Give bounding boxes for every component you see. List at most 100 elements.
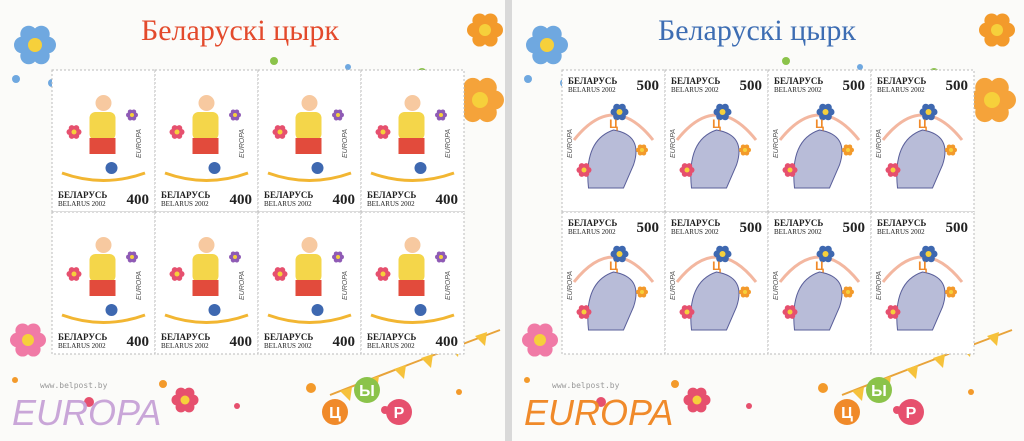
petal	[68, 267, 75, 274]
petal	[578, 305, 585, 312]
country-latin: BELARUS 2002	[774, 228, 822, 236]
petal	[922, 245, 930, 253]
flower-center	[616, 251, 623, 257]
petal	[131, 109, 137, 115]
petal	[183, 387, 195, 399]
unicycle	[414, 304, 427, 316]
petal	[946, 144, 952, 150]
stamp-bunting	[267, 313, 352, 324]
face-value: 400	[230, 192, 253, 208]
flower-center	[640, 148, 644, 152]
country: БЕЛАРУСЬ	[774, 218, 823, 228]
stamp-europa: EUROPA	[136, 271, 143, 300]
country-latin: BELARUS 2002	[161, 342, 209, 350]
country: БЕЛАРУСЬ	[774, 76, 823, 86]
petal	[15, 323, 30, 338]
petal	[127, 109, 133, 115]
face-value: 500	[946, 78, 969, 94]
flower-center	[787, 167, 793, 173]
petal	[847, 292, 853, 298]
country-latin: BELARUS 2002	[58, 200, 106, 208]
confetti	[345, 64, 351, 70]
petal	[927, 103, 935, 111]
confetti	[306, 383, 316, 393]
petal	[618, 113, 626, 121]
stamp-europa: EUROPA	[773, 271, 780, 300]
country: БЕЛАРУСЬ	[58, 332, 107, 342]
clown-body	[398, 112, 425, 140]
clown-head	[404, 95, 421, 111]
flower-center	[581, 167, 587, 173]
confetti	[270, 57, 278, 65]
flower-center	[534, 334, 546, 346]
face-value: 400	[436, 334, 459, 350]
flower-center	[22, 334, 34, 346]
petal	[333, 251, 339, 257]
petal	[279, 274, 286, 281]
petal	[721, 245, 729, 253]
flower-center	[233, 113, 237, 117]
petal	[721, 255, 729, 263]
clown-pants	[89, 138, 116, 154]
flower-center	[743, 290, 747, 294]
clown-pants	[192, 138, 219, 154]
flower-center	[130, 113, 134, 117]
face-value: 400	[333, 192, 356, 208]
petal	[887, 163, 894, 170]
petal	[695, 401, 707, 413]
flower-center	[949, 290, 953, 294]
flower-center	[684, 309, 690, 315]
petal	[892, 163, 899, 170]
clown-body	[295, 112, 322, 140]
confetti	[857, 64, 863, 70]
stamp-europa: EUROPA	[670, 271, 677, 300]
horse	[690, 129, 740, 189]
confetti	[596, 397, 606, 407]
petal	[641, 150, 647, 156]
petal	[440, 257, 446, 263]
horse	[587, 129, 637, 189]
flower-center	[540, 38, 554, 52]
petal	[337, 257, 343, 263]
petal	[337, 251, 343, 257]
petal	[230, 251, 236, 257]
petal	[686, 163, 693, 170]
face-value: 400	[333, 334, 356, 350]
face-value: 500	[637, 220, 660, 236]
confetti	[968, 389, 974, 395]
balloon-letter: Р	[906, 405, 917, 422]
petal	[950, 144, 956, 150]
face-value: 500	[637, 78, 660, 94]
petal	[26, 342, 41, 357]
flower-center	[71, 129, 77, 135]
petal	[847, 286, 853, 292]
country-latin: BELARUS 2002	[161, 200, 209, 208]
clown-head	[95, 237, 112, 253]
pennant	[906, 365, 918, 379]
horse	[793, 271, 843, 331]
country: БЕЛАРУСЬ	[671, 218, 720, 228]
confetti	[524, 75, 532, 83]
petal	[686, 305, 693, 312]
petal	[687, 387, 699, 399]
petal	[789, 312, 796, 319]
stamp-bunting	[370, 171, 455, 182]
petal	[819, 245, 827, 253]
petal	[274, 125, 281, 132]
balloon	[866, 377, 892, 403]
horse	[896, 271, 946, 331]
stamp-bunting	[164, 171, 249, 182]
petal	[740, 286, 746, 292]
petal	[382, 274, 389, 281]
petal	[686, 170, 693, 177]
country: БЕЛАРУСЬ	[671, 76, 720, 86]
stamp-bunting	[61, 171, 146, 182]
country-latin: BELARUS 2002	[264, 200, 312, 208]
stamp-bunting	[267, 171, 352, 182]
circus-word: Ц	[918, 117, 927, 131]
circus-word: Ц	[815, 259, 824, 273]
petal	[483, 13, 498, 28]
country: БЕЛАРУСЬ	[264, 332, 313, 342]
petal	[927, 113, 935, 121]
flower-center	[479, 24, 491, 36]
